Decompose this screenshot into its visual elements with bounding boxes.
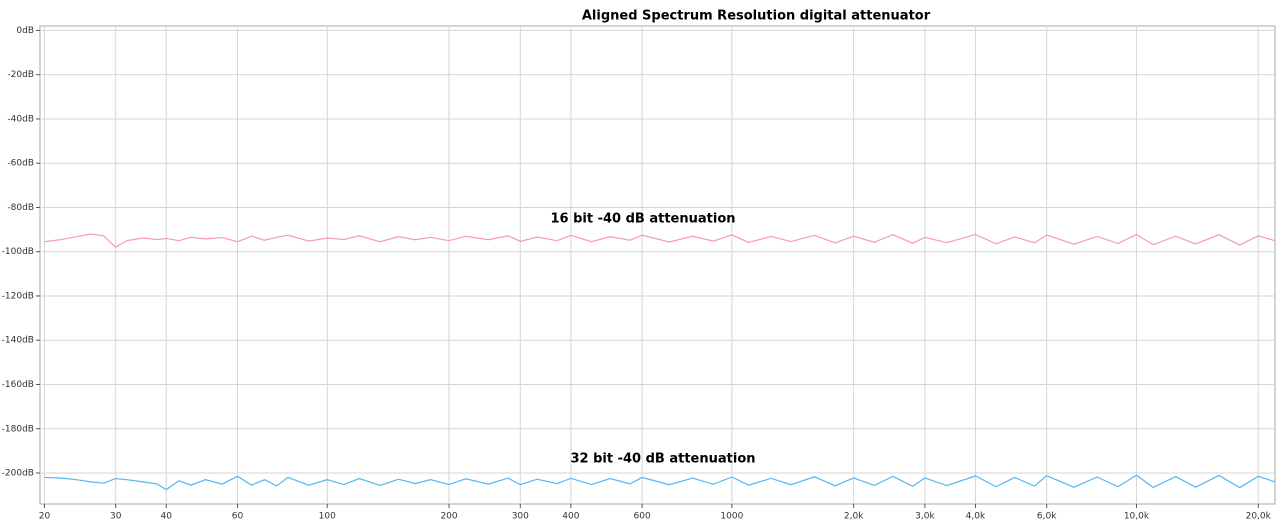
x-tick-label: 3,0k xyxy=(915,512,935,522)
y-tick-label: 0dB xyxy=(16,26,34,36)
y-tick-label: -80dB xyxy=(7,203,34,213)
chart-title: Aligned Spectrum Resolution digital atte… xyxy=(582,9,931,24)
plot-frame xyxy=(39,25,1276,505)
x-tick-label: 1000 xyxy=(720,512,743,522)
x-tick-label: 10,0k xyxy=(1124,512,1150,522)
x-tick-label: 20,0k xyxy=(1246,512,1272,522)
y-tick-label: -160dB xyxy=(2,380,34,390)
y-tick-label: -180dB xyxy=(2,424,34,434)
x-tick-label: 4,0k xyxy=(966,512,986,522)
x-tick-label: 400 xyxy=(562,512,579,522)
series-label: 16 bit -40 dB attenuation xyxy=(550,212,735,227)
y-tick-label: -100dB xyxy=(2,247,34,257)
x-tick-label: 300 xyxy=(512,512,529,522)
x-tick-label: 200 xyxy=(440,512,457,522)
x-tick-label: 100 xyxy=(319,512,336,522)
x-tick-label: 2,0k xyxy=(844,512,864,522)
series-line xyxy=(44,474,1276,491)
x-tick-label: 6,0k xyxy=(1037,512,1057,522)
x-tick-label: 40 xyxy=(161,512,173,522)
x-tick-label: 30 xyxy=(110,512,122,522)
y-tick-label: -120dB xyxy=(2,291,34,301)
y-tick-label: -200dB xyxy=(2,469,34,479)
x-tick-label: 20 xyxy=(39,512,51,522)
series-line xyxy=(44,233,1276,249)
x-tick-label: 60 xyxy=(232,512,244,522)
y-tick-label: -140dB xyxy=(2,336,34,346)
y-tick-label: -20dB xyxy=(7,70,34,80)
series-label: 32 bit -40 dB attenuation xyxy=(570,452,755,467)
y-tick-label: -40dB xyxy=(7,114,34,124)
x-tick-label: 600 xyxy=(634,512,651,522)
y-tick-label: -60dB xyxy=(7,159,34,169)
